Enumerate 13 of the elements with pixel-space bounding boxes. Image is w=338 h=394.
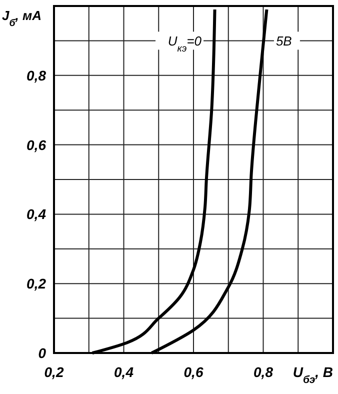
y-tick-label: 0,4: [26, 206, 46, 222]
y-tick-label: 0,8: [26, 67, 46, 84]
x-tick-label: 0,4: [114, 364, 134, 380]
y-tick-label: 0: [38, 345, 46, 361]
series-label: 5В: [276, 34, 292, 49]
x-tick-label: 0,8: [254, 364, 274, 380]
y-tick-label: 0,2: [26, 276, 46, 292]
y-tick-label: 0,6: [26, 136, 46, 153]
x-tick-label: 0,2: [44, 364, 64, 380]
y-axis-title: J$_{б}$, мА: [2, 8, 42, 28]
series-label: U$_{кэ}$=0: [168, 34, 202, 54]
x-tick-label: 0,6: [184, 364, 204, 380]
x-axis-title: U$_{бэ}$, В: [292, 364, 333, 386]
